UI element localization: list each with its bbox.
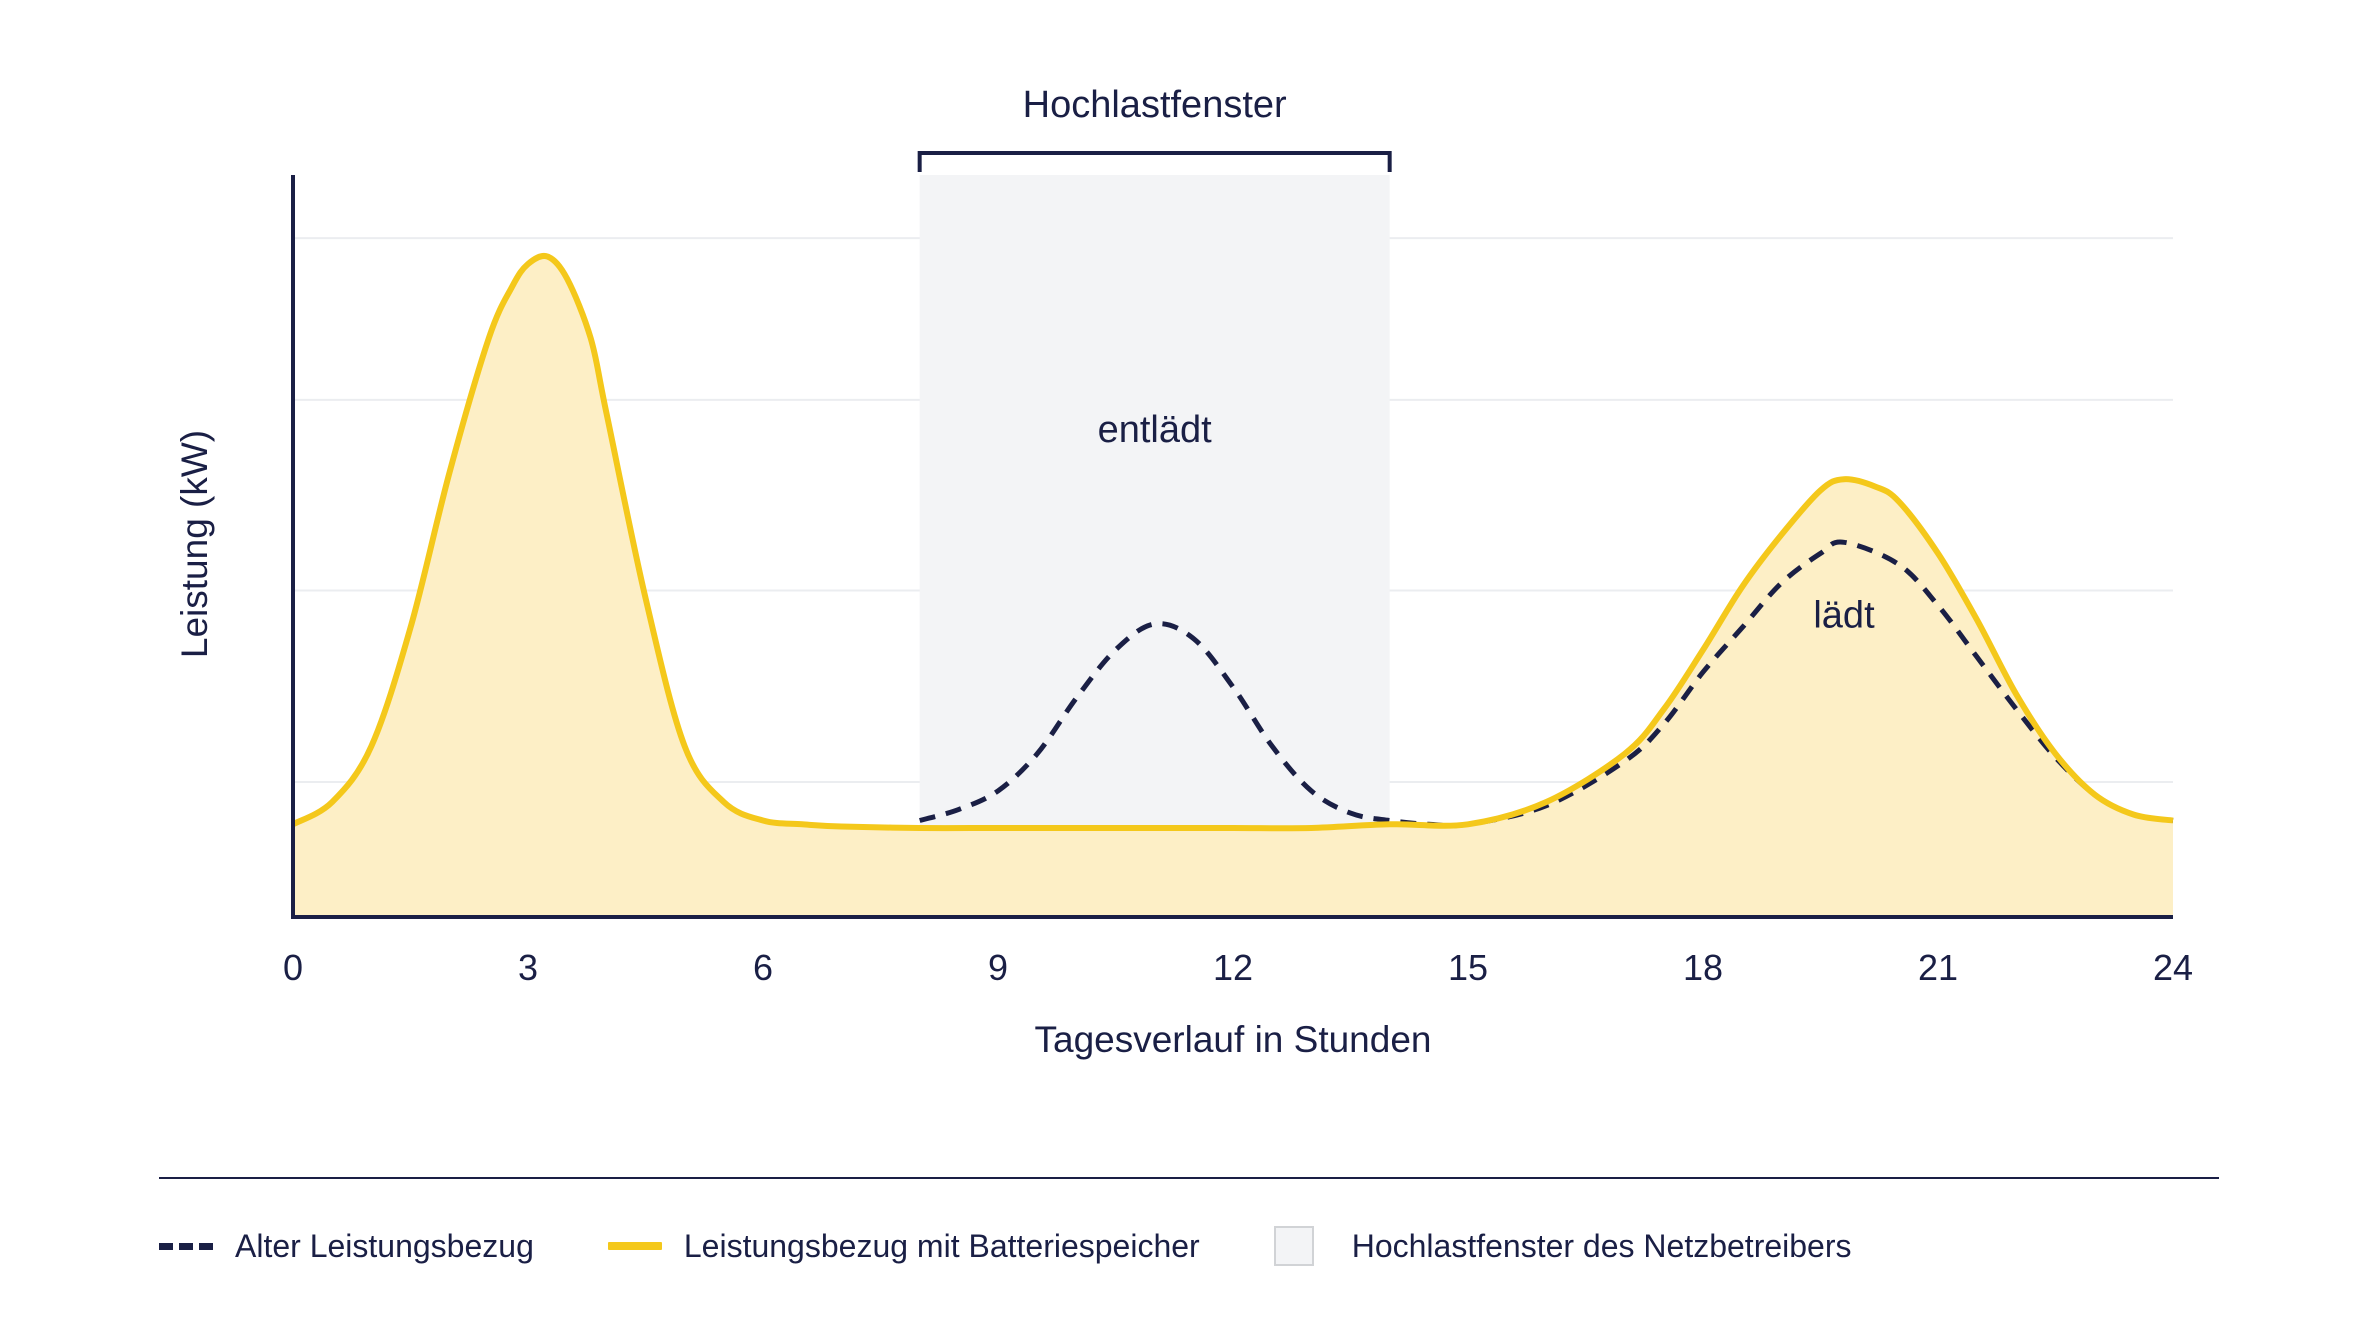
- battery-series-area: [293, 255, 2173, 917]
- x-tick-label: 0: [283, 947, 303, 988]
- x-tick-label: 15: [1448, 947, 1488, 988]
- legend-divider: [159, 1177, 2219, 1179]
- legend-swatch-box: [1273, 1226, 1314, 1266]
- legend-label-window: Hochlastfenster des Netzbetreibers: [1351, 1227, 1852, 1264]
- x-tick-label: 3: [518, 947, 538, 988]
- legend: Alter Leistungsbezug Leistungsbezug mit …: [159, 1226, 1926, 1266]
- series-line-old: [919, 539, 2174, 829]
- x-axis-label: Tagesverlauf in Stunden: [1035, 1019, 1432, 1060]
- x-tick-labels: 0 3 6 9 12 15 18 21 24: [283, 947, 2193, 988]
- x-tick-label: 24: [2153, 947, 2193, 988]
- x-tick-label: 9: [988, 947, 1008, 988]
- x-tick-label: 18: [1683, 947, 1723, 988]
- annotation-discharge: entlädt: [1098, 409, 1213, 451]
- x-tick-label: 21: [1918, 947, 1958, 988]
- peak-window-area: [919, 175, 1390, 917]
- legend-item-old: Alter Leistungsbezug: [159, 1228, 534, 1265]
- y-axis-label: Leistung (kW): [174, 430, 215, 658]
- x-tick-label: 6: [753, 947, 773, 988]
- legend-swatch-solid: [607, 1242, 662, 1250]
- legend-swatch-dashed: [159, 1242, 213, 1250]
- legend-label-old: Alter Leistungsbezug: [235, 1227, 534, 1264]
- legend-item-battery: Leistungsbezug mit Batteriespeicher: [607, 1227, 1200, 1265]
- legend-item-window: Hochlastfenster des Netzbetreibers: [1273, 1226, 1852, 1266]
- annotation-charge: lädt: [1813, 595, 1875, 637]
- series-line-battery: [291, 252, 2174, 832]
- annotations: entlädt lädt: [1098, 409, 1875, 637]
- legend-label-battery: Leistungsbezug mit Batteriespeicher: [683, 1227, 1200, 1264]
- peak-window-bracket: [917, 151, 1392, 172]
- x-tick-label: 12: [1213, 947, 1253, 988]
- peak-window-label: Hochlastfenster: [1023, 84, 1287, 126]
